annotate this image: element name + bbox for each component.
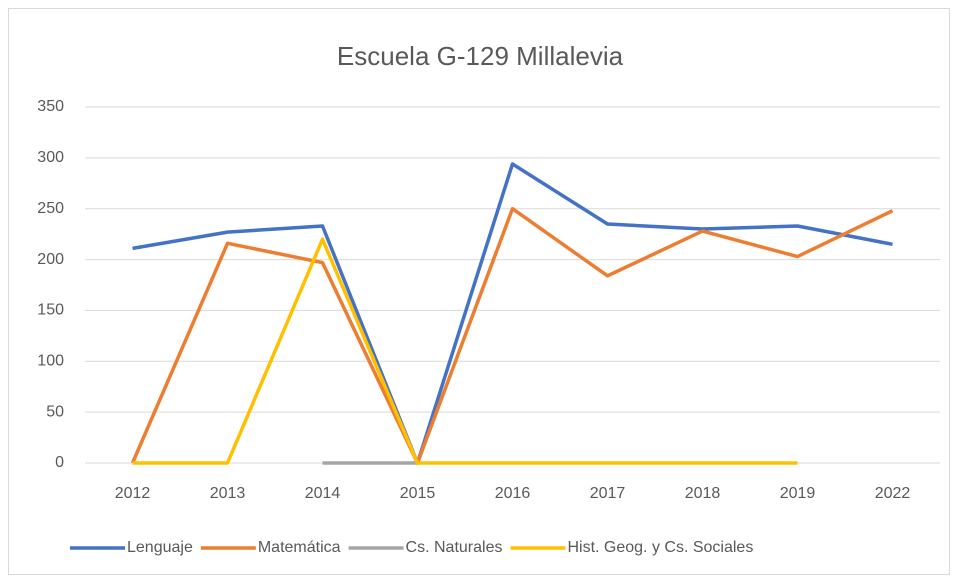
- y-tick-label: 350: [37, 98, 64, 115]
- x-tick-label: 2015: [400, 485, 436, 502]
- legend-label: Cs. Naturales: [406, 539, 503, 556]
- legend-label: Hist. Geog. y Cs. Sociales: [567, 539, 753, 556]
- series-line: [132, 162, 893, 465]
- y-tick-label: 200: [37, 251, 64, 268]
- y-tick-label: 0: [55, 454, 64, 471]
- x-tick-label: 2016: [495, 485, 531, 502]
- legend-label: Matemática: [258, 539, 341, 556]
- y-tick-label: 150: [37, 302, 64, 319]
- x-tick-label: 2017: [590, 485, 626, 502]
- x-tick-label: 2012: [115, 485, 151, 502]
- x-tick-label: 2018: [685, 485, 721, 502]
- series-line: [132, 237, 798, 465]
- y-tick-label: 250: [37, 200, 64, 217]
- x-tick-label: 2022: [875, 485, 911, 502]
- legend-label: Lenguaje: [127, 539, 193, 556]
- y-tick-label: 100: [37, 353, 64, 370]
- chart-title: Escuela G-129 Millalevia: [337, 41, 624, 71]
- series-line: [130, 206, 894, 465]
- y-tick-label: 300: [37, 149, 64, 166]
- x-tick-label: 2019: [780, 485, 816, 502]
- y-tick-label: 50: [46, 403, 64, 420]
- chart-border: [8, 8, 950, 575]
- x-tick-label: 2013: [210, 485, 246, 502]
- x-tick-label: 2014: [305, 485, 341, 502]
